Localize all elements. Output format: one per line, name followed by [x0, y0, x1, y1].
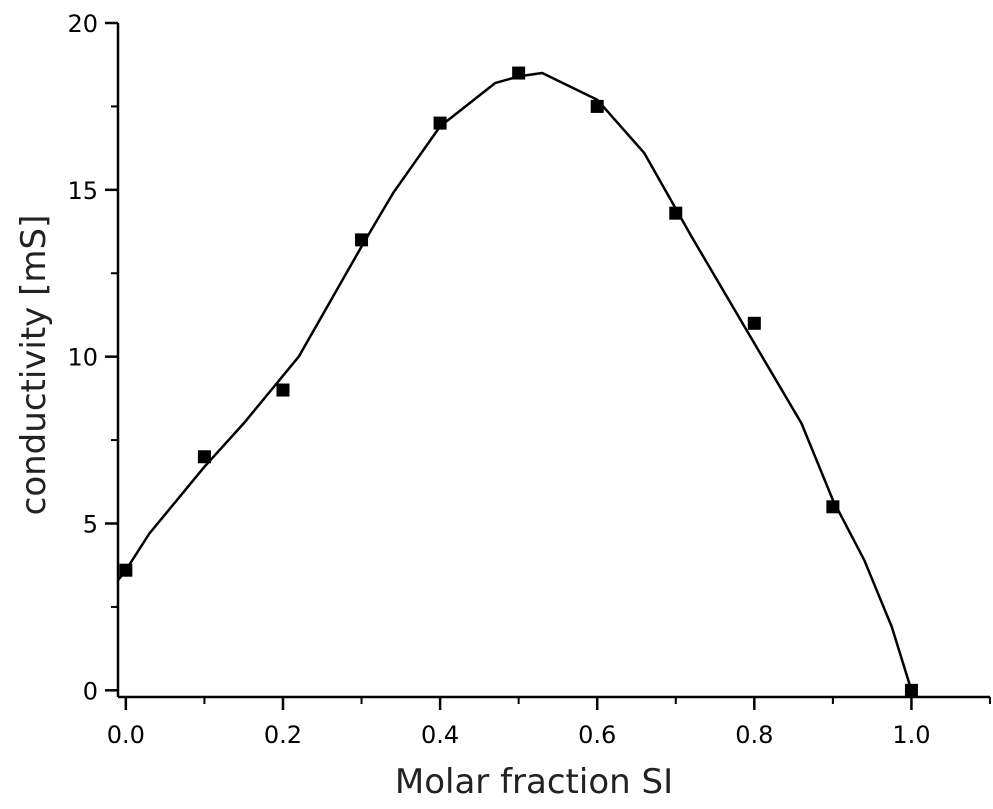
- x-axis-label: Molar fraction SI: [395, 762, 673, 802]
- data-point: [904, 683, 918, 697]
- x-tick-label: 0.8: [735, 721, 773, 749]
- fit-curve: [117, 71, 913, 691]
- y-tick-label: 10: [67, 344, 98, 372]
- axes: [116, 23, 990, 699]
- x-tick-label: 0.4: [421, 721, 459, 749]
- x-tick-label: 0.0: [107, 721, 145, 749]
- x-tick-label: 1.0: [892, 721, 930, 749]
- data-point: [747, 316, 761, 330]
- plot-area: [117, 66, 918, 697]
- data-point: [826, 500, 840, 514]
- x-tick-label: 0.6: [578, 721, 616, 749]
- data-point: [276, 383, 290, 397]
- data-point: [197, 450, 211, 464]
- data-point: [433, 116, 447, 130]
- y-axis-label: conductivity [mS]: [14, 215, 54, 516]
- x-tick-label: 0.2: [264, 721, 302, 749]
- y-tick-label: 20: [67, 10, 98, 38]
- y-tick-label: 5: [83, 510, 98, 538]
- y-axis-ticks: 0 5 10 15 20: [67, 10, 118, 705]
- y-tick-label: 0: [83, 677, 98, 705]
- x-axis-ticks: 0.0 0.2 0.4 0.6 0.8 1.0: [107, 697, 991, 749]
- y-tick-label: 15: [67, 177, 98, 205]
